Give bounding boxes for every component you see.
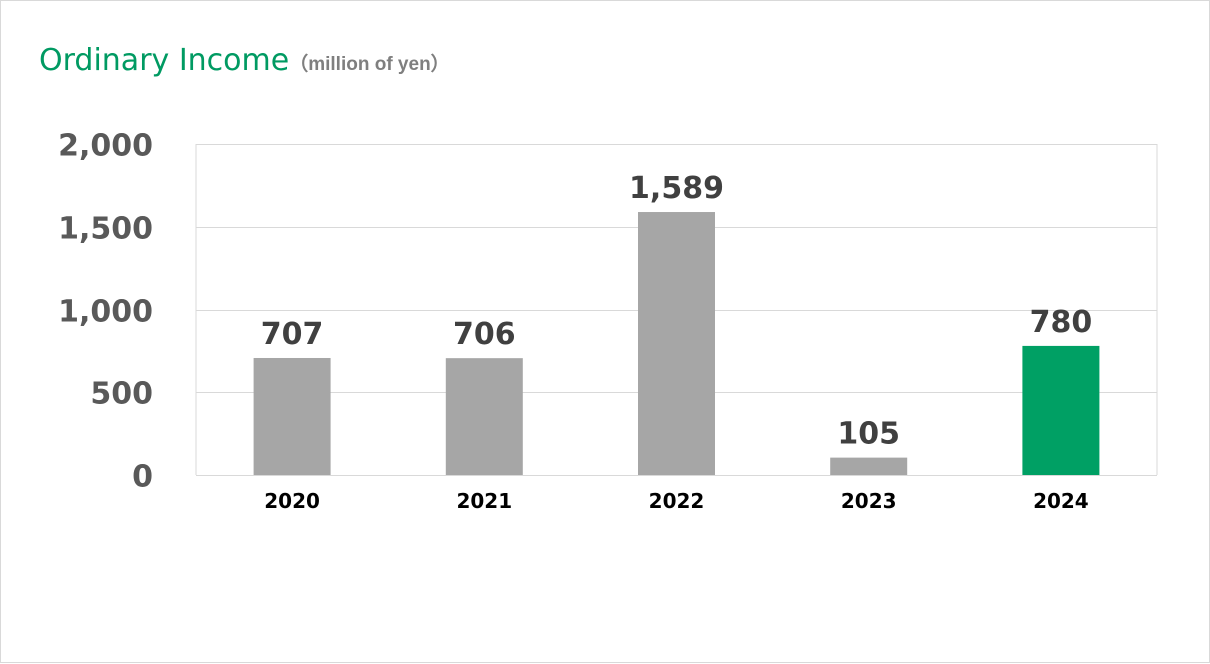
x-tick-label-2020: 2020 (264, 489, 320, 513)
data-label-2021: 706 (453, 317, 516, 352)
x-tick-label-2023: 2023 (841, 489, 897, 513)
y-tick-label: 500 (90, 377, 153, 412)
data-label-2020: 707 (261, 317, 324, 352)
data-labels: 707 706 1,589 105 780 (261, 171, 1092, 452)
bars (253, 212, 1100, 475)
x-tick-label-2021: 2021 (456, 489, 512, 513)
y-tick-label: 0 (132, 460, 153, 495)
bar-2024 (1022, 345, 1100, 475)
y-tick-label: 2,000 (58, 129, 153, 164)
data-label-2022: 1,589 (629, 171, 724, 206)
bar-2023 (830, 457, 908, 475)
x-axis-ticks: 2020 2021 2022 2023 2024 (264, 489, 1088, 513)
chart-subtitle: （million of yen） (289, 54, 450, 75)
bar-2022 (638, 212, 715, 475)
y-axis-ticks: 0 500 1,000 1,500 2,000 (58, 129, 153, 495)
bar-2021 (445, 358, 523, 475)
bar-2020 (253, 357, 331, 475)
data-label-2023: 105 (837, 417, 900, 452)
chart-title-block: Ordinary Income（million of yen） (39, 43, 450, 78)
data-label-2024: 780 (1030, 305, 1093, 340)
x-tick-label-2022: 2022 (649, 489, 705, 513)
x-tick-label-2024: 2024 (1033, 489, 1089, 513)
chart-title: Ordinary Income (39, 43, 290, 78)
y-tick-label: 1,000 (58, 295, 153, 330)
y-tick-label: 1,500 (58, 212, 153, 247)
